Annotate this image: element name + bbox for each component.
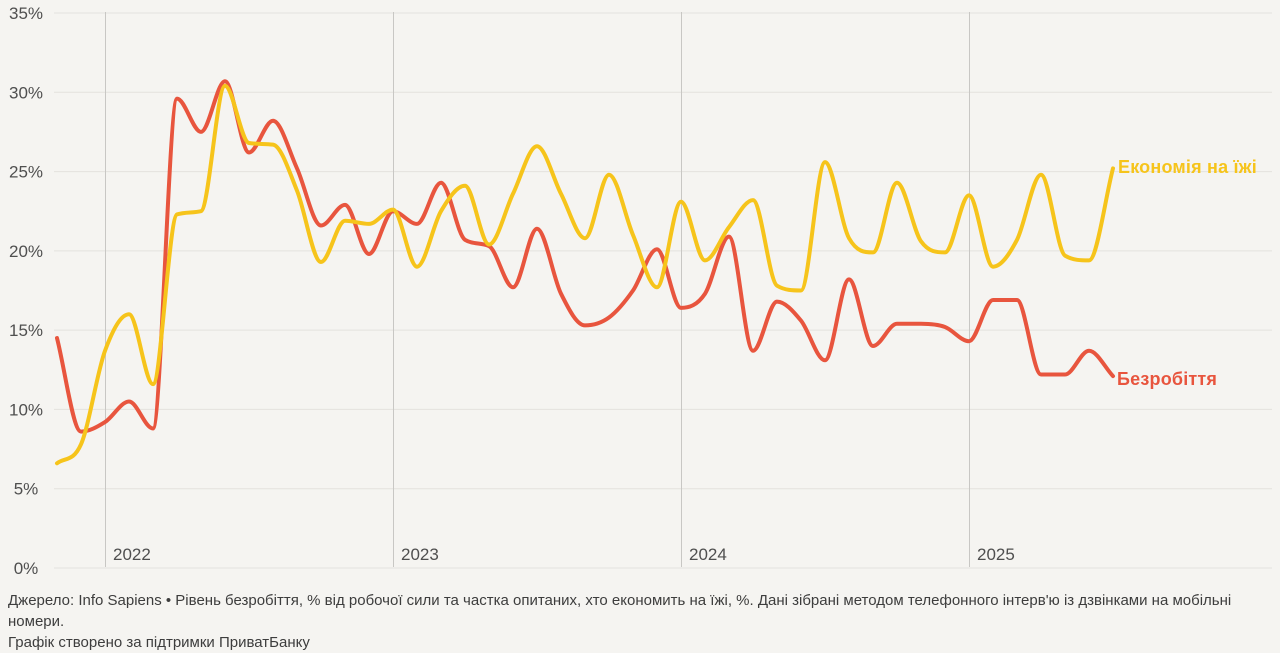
- y-tick-label: 5%: [14, 480, 39, 499]
- y-tick-label: 35%: [9, 4, 43, 23]
- series-line-food-economy: [55, 83, 1115, 466]
- x-tick-label: 2022: [113, 545, 151, 564]
- y-tick-label: 20%: [9, 242, 43, 261]
- credit-note: Графік створено за підтримки ПриватБанку: [8, 634, 310, 651]
- line-chart-canvas: 0% 5% 10% 15% 20% 25% 30% 35% 2022 2023 2024 2025: [9, 4, 1272, 578]
- y-tick-label: 30%: [9, 83, 43, 102]
- source-note: Джерело: Info Sapiens • Рівень безробітт…: [8, 592, 1232, 630]
- y-tick-label: 0%: [14, 559, 39, 578]
- y-tick-label: 25%: [9, 163, 43, 182]
- x-tick-label: 2023: [401, 545, 439, 564]
- series-label-unemployment: Безробіття: [1117, 369, 1218, 389]
- x-tick-label: 2024: [689, 545, 727, 564]
- series-label-food-economy: Економія на їжі: [1118, 157, 1257, 177]
- chart-container: 0% 5% 10% 15% 20% 25% 30% 35% 2022 2023 2024 2025 Е…: [8, 4, 1272, 651]
- chart-footer: Джерело: Info Sapiens • Рівень безробітт…: [8, 590, 1272, 653]
- series-line-unemployment: [55, 79, 1115, 434]
- y-tick-label: 15%: [9, 321, 43, 340]
- x-tick-label: 2025: [977, 545, 1015, 564]
- y-tick-label: 10%: [9, 400, 43, 419]
